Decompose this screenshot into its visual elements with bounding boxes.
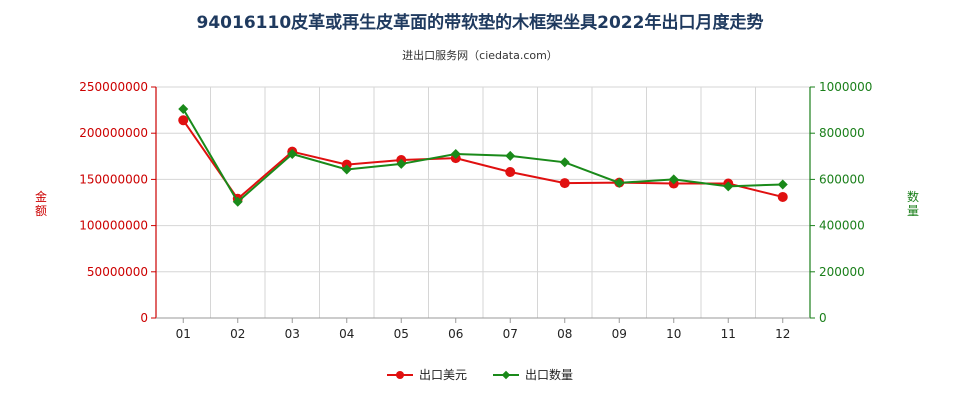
legend: 出口美元 出口数量 (0, 366, 960, 383)
data-point-amount (505, 167, 516, 178)
x-tick-label: 12 (775, 327, 790, 341)
data-point-quantity (614, 177, 625, 188)
x-tick-label: 03 (285, 327, 300, 341)
data-point-quantity (723, 181, 734, 192)
data-point-amount (178, 115, 189, 126)
data-point-quantity (341, 164, 352, 175)
x-tick-label: 11 (721, 327, 736, 341)
data-point-quantity (777, 179, 788, 190)
x-tick-label: 05 (394, 327, 409, 341)
data-point-quantity (232, 196, 243, 207)
y-right-tick-label: 200000 (819, 265, 865, 279)
legend-item-quantity[interactable]: 出口数量 (493, 366, 573, 383)
data-point-amount (777, 191, 788, 202)
legend-item-amount[interactable]: 出口美元 (386, 366, 467, 383)
data-point-quantity (396, 158, 407, 169)
y-left-tick-label: 0 (140, 311, 148, 325)
y-left-axis-label: 金额 (34, 190, 47, 218)
data-point-quantity (450, 148, 461, 159)
series-line-quantity (182, 108, 783, 204)
data-point-quantity (559, 157, 570, 168)
chart-title: 94016110皮革或再生皮革面的带软垫的木框架坐具2022年出口月度走势 (196, 13, 764, 33)
x-tick-label: 09 (612, 327, 627, 341)
data-point-quantity (505, 150, 516, 161)
y-left-tick-label: 200000000 (79, 126, 148, 140)
y-right-axis-label: 数量 (906, 190, 919, 218)
x-tick-label: 10 (666, 327, 681, 341)
x-tick-label: 07 (503, 327, 518, 341)
legend-label-quantity: 出口数量 (525, 368, 574, 382)
y-right-tick-label: 0 (819, 311, 827, 325)
y-left-tick-label: 150000000 (79, 172, 148, 186)
x-tick-label: 04 (339, 327, 354, 341)
series-line-amount (182, 119, 783, 201)
data-point-quantity (287, 148, 298, 159)
y-right-tick-label: 800000 (819, 126, 865, 140)
y-left-tick-label: 50000000 (87, 265, 148, 279)
x-tick-label: 06 (448, 327, 463, 341)
x-tick-label: 02 (230, 327, 245, 341)
data-point-amount (559, 178, 570, 189)
y-left-tick-label: 100000000 (79, 219, 148, 233)
y-left-tick-label: 250000000 (79, 80, 148, 94)
y-right-tick-label: 400000 (819, 219, 865, 233)
legend-swatch-quantity (493, 370, 519, 380)
y-right-tick-label: 1000000 (819, 80, 872, 94)
y-right-tick-label: 600000 (819, 172, 865, 186)
data-point-quantity (178, 103, 189, 114)
x-tick-label: 01 (176, 327, 191, 341)
chart-subtitle: 进出口服务网（ciedata.com） (402, 49, 558, 62)
legend-label-amount: 出口美元 (418, 368, 467, 382)
x-tick-label: 08 (557, 327, 572, 341)
legend-swatch-amount (386, 370, 413, 380)
data-point-quantity (668, 174, 679, 185)
